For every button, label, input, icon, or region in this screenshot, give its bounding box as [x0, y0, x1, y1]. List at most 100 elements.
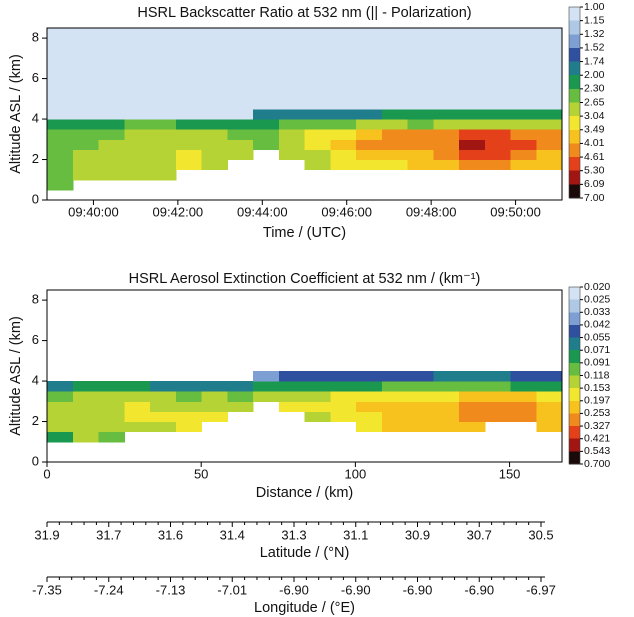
heatmap-cell — [150, 401, 177, 412]
axis-tick-label: 30.9 — [405, 527, 430, 542]
heatmap-cell — [124, 401, 151, 412]
heatmap-cell — [356, 149, 383, 161]
colorbar-label: 7.00 — [584, 192, 605, 204]
heatmap-cell — [407, 139, 434, 150]
heatmap-cell — [72, 169, 99, 181]
heatmap-cell — [72, 391, 99, 402]
heatmap-cell — [459, 370, 486, 382]
colorbar-band — [569, 20, 580, 35]
heatmap-cell — [253, 391, 280, 402]
heatmap-cell — [201, 139, 228, 150]
heatmap-cell — [381, 129, 408, 140]
colorbar-band — [569, 451, 580, 465]
colorbar-label: 0.033 — [584, 306, 610, 318]
colorbar-band — [569, 287, 580, 301]
heatmap-cell — [433, 381, 460, 392]
heatmap-cell — [47, 28, 74, 110]
heatmap-cell — [253, 28, 280, 110]
colorbar-label: 0.197 — [584, 395, 610, 407]
y-tick-label: 0 — [32, 453, 39, 468]
colorbar-label: 3.49 — [584, 124, 605, 136]
heatmap-cell — [381, 391, 408, 402]
heatmap-cell — [253, 381, 280, 392]
heatmap-cell — [459, 401, 486, 412]
heatmap-cell — [98, 391, 125, 402]
heatmap-cell — [459, 159, 486, 171]
colorbar-band — [569, 388, 580, 402]
colorbar-band — [569, 75, 580, 90]
heatmap-cell — [510, 159, 537, 171]
heatmap-cell — [381, 370, 408, 382]
heatmap-cell — [536, 108, 563, 120]
heatmap-cell — [72, 129, 99, 140]
colorbar-label: 0.153 — [584, 382, 610, 394]
heatmap-cell — [227, 391, 254, 402]
heatmap-cell — [72, 149, 99, 161]
heatmap-cell — [304, 411, 331, 423]
heatmap-cell — [150, 421, 177, 433]
colorbar-band — [569, 61, 580, 76]
heatmap-cell — [433, 129, 460, 140]
axis-tick-label: -6.90 — [341, 582, 371, 597]
x-axis-title: Distance / (km) — [256, 485, 354, 501]
heatmap-cell — [407, 391, 434, 402]
heatmap-cell — [47, 169, 74, 181]
heatmap-cell — [124, 108, 151, 120]
heatmap-cell — [278, 139, 305, 150]
heatmap-cell — [510, 119, 537, 130]
colorbar-band — [569, 184, 580, 199]
heatmap-cell — [304, 129, 331, 140]
heatmap-cell — [201, 119, 228, 130]
heatmap-cell — [47, 159, 74, 171]
heatmap-cell — [433, 108, 460, 120]
heatmap-cell — [407, 381, 434, 392]
heatmap-cell — [484, 139, 511, 150]
heatmap-cell — [278, 108, 305, 120]
heatmap-cell — [381, 159, 408, 171]
axis-tick-label: -7.24 — [94, 582, 124, 597]
heatmap-cell — [433, 28, 460, 110]
x-axis-title: Time / (UTC) — [263, 225, 346, 241]
x-tick-label: 09:44:00 — [237, 204, 288, 219]
x-tick-label: 100 — [345, 466, 367, 481]
heatmap-cell — [510, 108, 537, 120]
heatmap-cell — [330, 401, 357, 412]
colorbar-band — [569, 102, 580, 117]
heatmap-cell — [124, 391, 151, 402]
colorbar-label: 4.61 — [584, 151, 605, 163]
heatmap-cell — [72, 381, 99, 392]
heatmap-cell — [484, 411, 511, 423]
heatmap-cell — [47, 129, 74, 140]
axis-title: Latitude / (°N) — [260, 545, 350, 561]
x-tick-label: 150 — [499, 466, 521, 481]
colorbar-label: 0.091 — [584, 357, 610, 369]
colorbar-label: 0.020 — [584, 281, 610, 293]
heatmap-cell — [98, 431, 125, 443]
y-axis-title: Altitude ASL / (km) — [8, 316, 24, 436]
heatmap-cell — [150, 381, 177, 392]
heatmap-cell — [536, 411, 563, 423]
heatmap-cell — [356, 391, 383, 402]
axis-tick-label: -6.97 — [526, 582, 556, 597]
heatmap-cell — [201, 159, 228, 171]
heatmap-cell — [124, 129, 151, 140]
heatmap-cell — [227, 139, 254, 150]
x-tick-label: 09:40:00 — [68, 204, 119, 219]
heatmap-cell — [407, 421, 434, 433]
heatmap-cell — [536, 391, 563, 402]
x-tick-label: 09:46:00 — [321, 204, 372, 219]
heatmap-cell — [150, 169, 177, 181]
colorbar-band — [569, 324, 580, 339]
heatmap-cell — [381, 381, 408, 392]
axis-tick-label: -7.01 — [217, 582, 247, 597]
heatmap-cell — [381, 421, 408, 433]
colorbar-band — [569, 47, 580, 63]
heatmap-cell — [150, 108, 177, 120]
axis-tick-label: -7.13 — [156, 582, 186, 597]
heatmap-cell — [484, 401, 511, 412]
axis-tick-label: -7.35 — [32, 582, 62, 597]
colorbar-label: 0.042 — [584, 319, 610, 331]
y-tick-label: 6 — [32, 332, 39, 347]
axis-title: Longitude / (°E) — [254, 600, 355, 616]
